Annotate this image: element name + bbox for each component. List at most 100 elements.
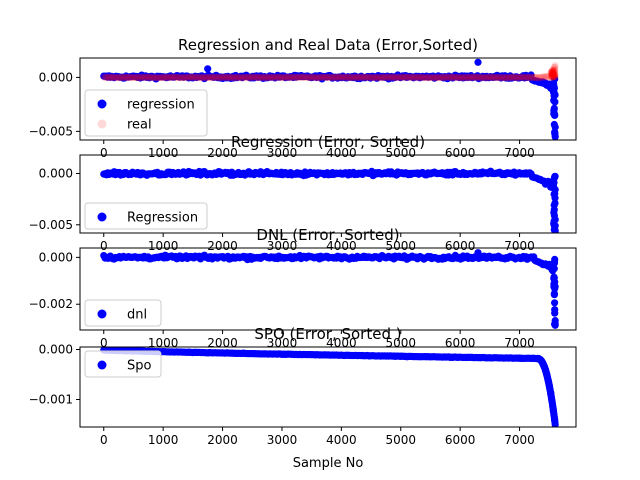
data-point <box>105 73 113 81</box>
data-point <box>439 74 448 82</box>
data-point <box>123 73 131 81</box>
legend-marker <box>97 360 107 370</box>
data-point <box>472 73 480 81</box>
data-point <box>314 74 322 82</box>
data-point <box>395 73 403 82</box>
data-point <box>307 73 316 81</box>
data-point <box>361 73 369 81</box>
data-point <box>305 73 313 82</box>
data-point <box>479 74 487 82</box>
data-point <box>339 73 347 81</box>
data-point <box>126 73 134 81</box>
data-point <box>501 74 509 82</box>
data-point <box>209 73 218 81</box>
data-point <box>548 68 556 77</box>
data-point <box>523 74 531 82</box>
data-point <box>115 74 123 82</box>
data-point <box>355 73 363 81</box>
data-point <box>338 74 346 82</box>
data-point <box>502 74 510 82</box>
data-point <box>485 73 493 81</box>
data-point <box>246 73 254 81</box>
data-point <box>238 74 246 82</box>
data-point <box>462 73 470 81</box>
data-point <box>160 74 168 82</box>
data-point <box>301 73 309 81</box>
data-point <box>450 73 458 81</box>
data-point <box>389 73 397 81</box>
data-point <box>548 68 556 76</box>
subplot-title: Regression (Error, Sorted) <box>231 133 425 151</box>
data-point <box>442 73 450 81</box>
data-point <box>215 73 223 82</box>
data-point <box>375 73 384 81</box>
axes-frame <box>79 57 577 141</box>
data-point <box>322 73 330 82</box>
data-point <box>434 73 442 81</box>
data-point <box>451 73 459 81</box>
series-dnl <box>100 249 559 329</box>
data-point <box>368 74 376 82</box>
data-point <box>195 74 203 82</box>
data-point <box>379 73 387 81</box>
data-point <box>480 73 488 81</box>
y-tick-label: 0.000 <box>39 343 73 357</box>
data-point <box>504 73 512 81</box>
data-point <box>545 73 554 81</box>
data-point <box>419 74 427 82</box>
data-point <box>541 73 550 81</box>
data-point <box>550 68 559 76</box>
data-point <box>318 73 326 81</box>
data-point <box>390 73 398 81</box>
data-point <box>549 67 557 75</box>
data-point <box>549 71 557 79</box>
legend: regression real <box>84 89 208 137</box>
x-tick-label: 2000 <box>207 433 238 447</box>
data-point <box>548 70 556 78</box>
data-point <box>385 73 393 81</box>
data-point <box>445 73 453 81</box>
data-point <box>168 73 176 81</box>
data-point <box>268 73 276 81</box>
data-point <box>102 73 110 81</box>
data-point <box>100 73 108 81</box>
data-point <box>528 74 537 82</box>
data-point <box>370 74 378 82</box>
data-point <box>400 73 408 81</box>
axes-frame <box>79 247 577 331</box>
data-point <box>544 73 552 81</box>
x-tick-label: 6000 <box>445 239 476 253</box>
data-point <box>500 73 508 82</box>
x-tick-label: 2000 <box>207 336 238 350</box>
data-point <box>399 73 407 81</box>
data-point <box>549 67 557 75</box>
data-point <box>306 74 314 82</box>
data-point <box>190 73 198 81</box>
data-point <box>223 73 231 81</box>
data-point <box>391 74 399 82</box>
data-point <box>149 73 157 81</box>
data-point <box>449 73 457 81</box>
data-point <box>430 73 438 82</box>
data-point <box>505 74 513 82</box>
data-point <box>417 73 425 81</box>
data-point <box>125 74 133 82</box>
legend: dnl <box>84 299 162 327</box>
axes-frame <box>79 154 577 234</box>
data-point <box>111 73 120 81</box>
outlier-point <box>551 317 559 325</box>
data-point <box>432 74 440 82</box>
data-point <box>250 73 258 81</box>
data-point <box>213 73 222 81</box>
data-point <box>117 73 125 82</box>
data-point <box>443 73 452 81</box>
legend-box <box>84 350 162 378</box>
data-point <box>152 74 160 82</box>
data-point <box>247 73 255 81</box>
data-point <box>233 73 241 81</box>
x-tick-label: 7000 <box>504 336 535 350</box>
data-point <box>517 73 525 81</box>
data-point <box>540 73 548 81</box>
data-point <box>181 73 189 81</box>
data-point <box>483 73 491 81</box>
